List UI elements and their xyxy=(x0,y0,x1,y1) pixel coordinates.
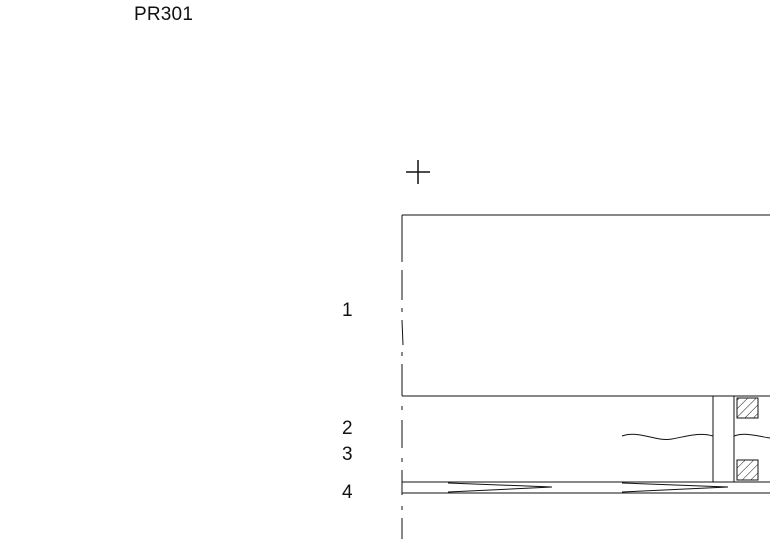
hatched-seal-blocks xyxy=(736,397,759,481)
layer-2-3-band xyxy=(402,395,770,483)
drawing-label: PR301 xyxy=(134,4,194,25)
layer-4-plate xyxy=(402,482,770,494)
callout-4: 4 xyxy=(342,482,353,503)
layer-1-block xyxy=(401,214,770,397)
callout-1: 1 xyxy=(342,300,353,321)
callout-2: 2 xyxy=(342,418,353,439)
centerline xyxy=(401,258,404,539)
crosshair-icon xyxy=(406,160,430,184)
callout-3: 3 xyxy=(342,444,353,465)
